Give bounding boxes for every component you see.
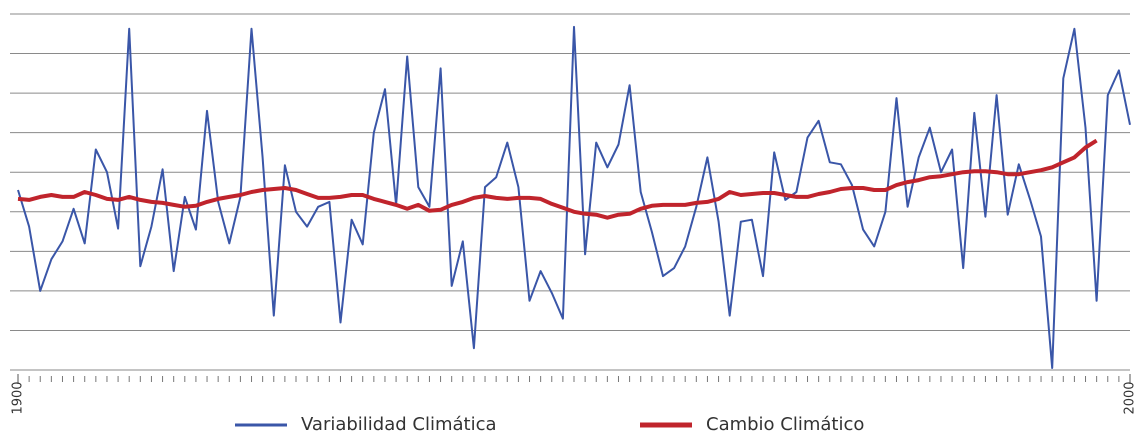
legend-label: Cambio Climático [706, 414, 864, 435]
legend-item: Cambio Climático [640, 414, 864, 435]
legend-label: Variabilidad Climática [301, 414, 497, 435]
series-line [17, 25, 1131, 369]
legend-item: Variabilidad Climática [235, 414, 497, 435]
x-tick-label: 1900 [11, 381, 26, 414]
x-tick-label: 2000 [1123, 381, 1137, 414]
series-line [17, 138, 1098, 220]
